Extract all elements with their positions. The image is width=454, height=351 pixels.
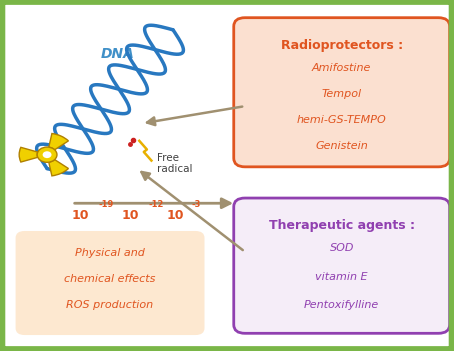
Text: Free
radical: Free radical: [157, 153, 193, 174]
Circle shape: [37, 147, 57, 162]
FancyBboxPatch shape: [234, 18, 449, 167]
Text: Tempol: Tempol: [321, 89, 362, 99]
Text: ROS production: ROS production: [66, 300, 153, 310]
Wedge shape: [49, 160, 69, 176]
Text: Amifostine: Amifostine: [312, 63, 371, 73]
Text: 10: 10: [167, 209, 184, 222]
Text: hemi-GS-TEMPO: hemi-GS-TEMPO: [297, 115, 387, 125]
Text: chemical effects: chemical effects: [64, 274, 156, 284]
Text: -19: -19: [99, 200, 114, 210]
Wedge shape: [49, 133, 69, 150]
Circle shape: [43, 151, 51, 158]
Text: Radioprotectors :: Radioprotectors :: [281, 39, 403, 52]
Text: 10: 10: [122, 209, 139, 222]
Text: DNA: DNA: [101, 47, 135, 61]
Text: SOD: SOD: [330, 243, 354, 253]
Text: Therapeutic agents :: Therapeutic agents :: [269, 219, 415, 232]
Text: -3: -3: [191, 200, 200, 210]
FancyBboxPatch shape: [234, 198, 449, 333]
Text: Pentoxifylline: Pentoxifylline: [304, 300, 380, 310]
FancyBboxPatch shape: [15, 231, 204, 335]
Text: -12: -12: [148, 200, 163, 210]
Text: Genistein: Genistein: [316, 141, 368, 151]
Text: 10: 10: [72, 209, 89, 222]
Text: Physical and: Physical and: [75, 249, 145, 258]
Wedge shape: [19, 147, 38, 162]
Text: vitamin E: vitamin E: [316, 272, 368, 282]
